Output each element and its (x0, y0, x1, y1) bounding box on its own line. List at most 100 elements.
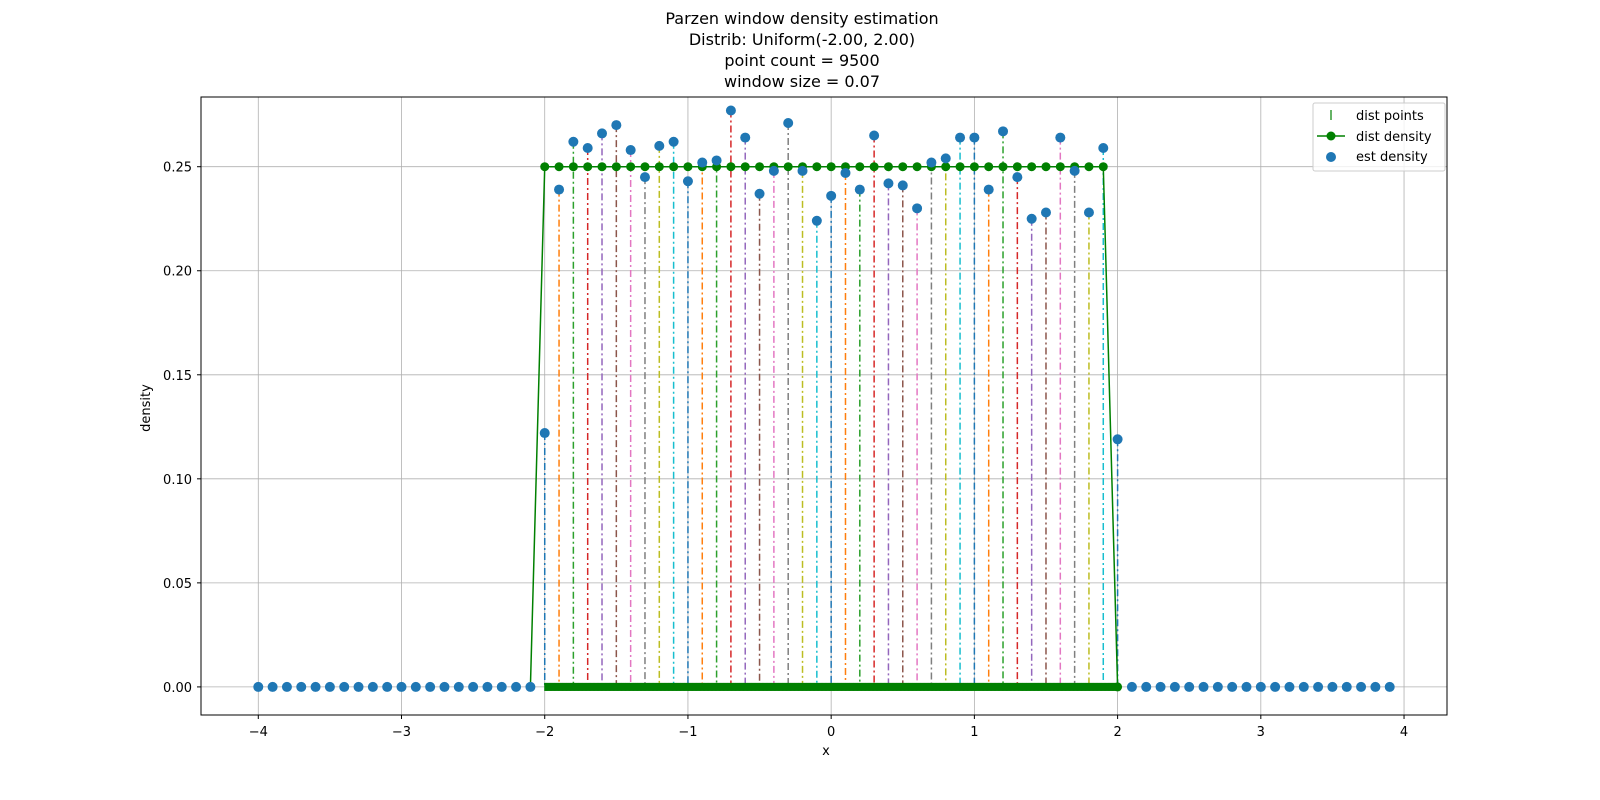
dist-density-marker (611, 162, 621, 172)
est-density-point (1040, 207, 1051, 218)
legend: dist points dist density est density (1312, 102, 1446, 172)
est-density-point (1198, 681, 1209, 692)
est-density-point (740, 132, 751, 143)
est-density-point (253, 681, 264, 692)
est-density-point (1069, 165, 1080, 176)
plot-area-border (200, 96, 1448, 716)
dist-density-marker (755, 162, 765, 172)
dist-density-marker (568, 162, 578, 172)
est-density-point (539, 428, 550, 439)
dist-density-marker (540, 162, 550, 172)
chart-title: Parzen window density estimation Distrib… (665, 9, 938, 91)
est-density-point (611, 120, 622, 131)
est-density-point (983, 184, 994, 195)
dist-density-marker (869, 162, 879, 172)
dist-density-marker (654, 162, 664, 172)
dist-density-marker (912, 162, 922, 172)
est-density-point (654, 140, 665, 151)
title-line-4: window size = 0.07 (724, 72, 880, 91)
dist-density-marker (826, 162, 836, 172)
est-density-point (310, 681, 321, 692)
est-density-point (1184, 681, 1195, 692)
est-density-point (797, 165, 808, 176)
legend-dist-density-label: dist density (1356, 130, 1432, 145)
est-density-point (883, 178, 894, 189)
est-density-point (554, 184, 565, 195)
est-density-point (711, 155, 722, 166)
est-density-point (1155, 681, 1166, 692)
est-density-point (1227, 681, 1238, 692)
est-density-point (1169, 681, 1180, 692)
est-density-point (1370, 681, 1381, 692)
est-density-point (1083, 207, 1094, 218)
est-density-point (1141, 681, 1152, 692)
est-density-point (1241, 681, 1252, 692)
legend-est-density-marker (1326, 152, 1336, 162)
est-density-point (1384, 681, 1395, 692)
x-tick-label: 2 (1113, 725, 1121, 740)
est-density-point (969, 132, 980, 143)
dist-density-marker (855, 162, 865, 172)
est-density-point (1356, 681, 1367, 692)
title-line-3: point count = 9500 (724, 51, 879, 70)
est-density-point (783, 118, 794, 129)
est-density-point (912, 203, 923, 214)
x-tick-label: −1 (678, 725, 697, 740)
est-density-point (353, 681, 364, 692)
y-axis-label: density (139, 384, 154, 432)
title-line-2: Distrib: Uniform(-2.00, 2.00) (689, 30, 915, 49)
estimate-stems (543, 110, 1119, 687)
est-density-point (1212, 681, 1223, 692)
title-line-1: Parzen window density estimation (665, 9, 938, 28)
est-density-point (281, 681, 292, 692)
est-density-point (425, 681, 436, 692)
est-density-point (568, 136, 579, 147)
est-density-point (840, 167, 851, 178)
dist-density-marker (1012, 162, 1022, 172)
est-density-point (1026, 213, 1037, 224)
est-density-point (754, 188, 765, 199)
dist-points (544, 682, 1119, 691)
est-density-point (926, 157, 937, 168)
legend-box (1312, 102, 1446, 172)
est-density-point (1055, 132, 1066, 143)
dist-density-marker (969, 162, 979, 172)
est-density-point (367, 681, 378, 692)
est-density-point (955, 132, 966, 143)
dist-density-marker (740, 162, 750, 172)
est-density-point (668, 136, 679, 147)
est-density-point (869, 130, 880, 141)
x-tick-label: 0 (827, 725, 835, 740)
est-density-point (1126, 681, 1137, 692)
x-tick-label: −4 (249, 725, 268, 740)
y-tick-label: 0.15 (163, 369, 192, 384)
est-density-point (697, 157, 708, 168)
dist-density-marker (683, 162, 693, 172)
est-density-point (511, 681, 522, 692)
dist-density-marker (1098, 162, 1108, 172)
legend-dist-density-marker (1326, 131, 1336, 141)
est-density-point (1255, 681, 1266, 692)
dist-density-marker (1055, 162, 1065, 172)
est-density-point (854, 184, 865, 195)
x-axis-label: x (822, 744, 830, 759)
est-density-point (897, 180, 908, 191)
est-density-point (811, 215, 822, 226)
est-density-point (396, 681, 407, 692)
est-density-point (496, 681, 507, 692)
y-tick-label: 0.25 (163, 161, 192, 176)
est-density-point (768, 165, 779, 176)
est-density-point (296, 681, 307, 692)
dist-density-marker (883, 162, 893, 172)
dist-density-marker (1041, 162, 1051, 172)
dist-density-marker (583, 162, 593, 172)
est-density-point (1112, 434, 1123, 445)
y-tick-label: 0.10 (163, 473, 192, 488)
dist-density-marker (898, 162, 908, 172)
est-density-point (439, 681, 450, 692)
dist-density-marker (554, 162, 564, 172)
est-density-point (525, 681, 536, 692)
x-tick-label: 4 (1400, 725, 1408, 740)
est-density-point (1341, 681, 1352, 692)
